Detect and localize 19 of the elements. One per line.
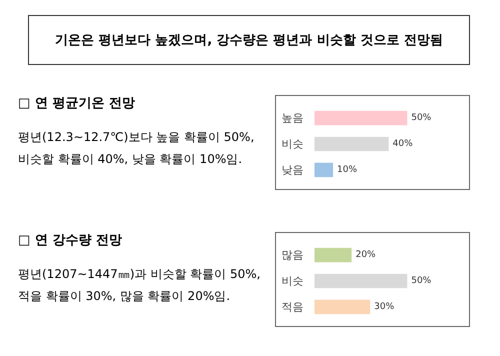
text: □ 연 평균기온 전망 xyxy=(18,95,136,113)
data-label: 50% xyxy=(411,113,432,124)
y-tick-label: 많음 xyxy=(282,248,304,262)
text: 비슷할 확률이 40%, 낮을 확률이 10%임. xyxy=(18,152,242,166)
data-label: 50% xyxy=(411,276,432,286)
text: □ 연 강수량 전망 xyxy=(18,232,123,250)
text: 적을 확률이 30%, 많을 확률이 20%임. xyxy=(18,288,230,303)
data-label: 30% xyxy=(374,302,395,312)
y-tick-label: 적음 xyxy=(282,300,304,314)
text: 기온은 평년보다 높겠으며, 강수량은 평년과 비슷할 것으로 전망됨 xyxy=(55,32,443,50)
y-tick-label: 높음 xyxy=(282,112,304,125)
data-label: 20% xyxy=(356,250,376,260)
y-tick-label: 낮음 xyxy=(282,163,304,176)
data-label: 10% xyxy=(337,164,358,175)
y-tick-label: 비슷 xyxy=(282,274,304,288)
text: 평년(12.3~12.7℃)보다 높을 확률이 50%, xyxy=(18,130,254,144)
y-tick-label: 비슷 xyxy=(282,138,304,150)
data-label: 40% xyxy=(392,139,414,149)
text: 평년(1207~1447㎜)과 비슷할 확률이 50%, xyxy=(18,266,260,281)
